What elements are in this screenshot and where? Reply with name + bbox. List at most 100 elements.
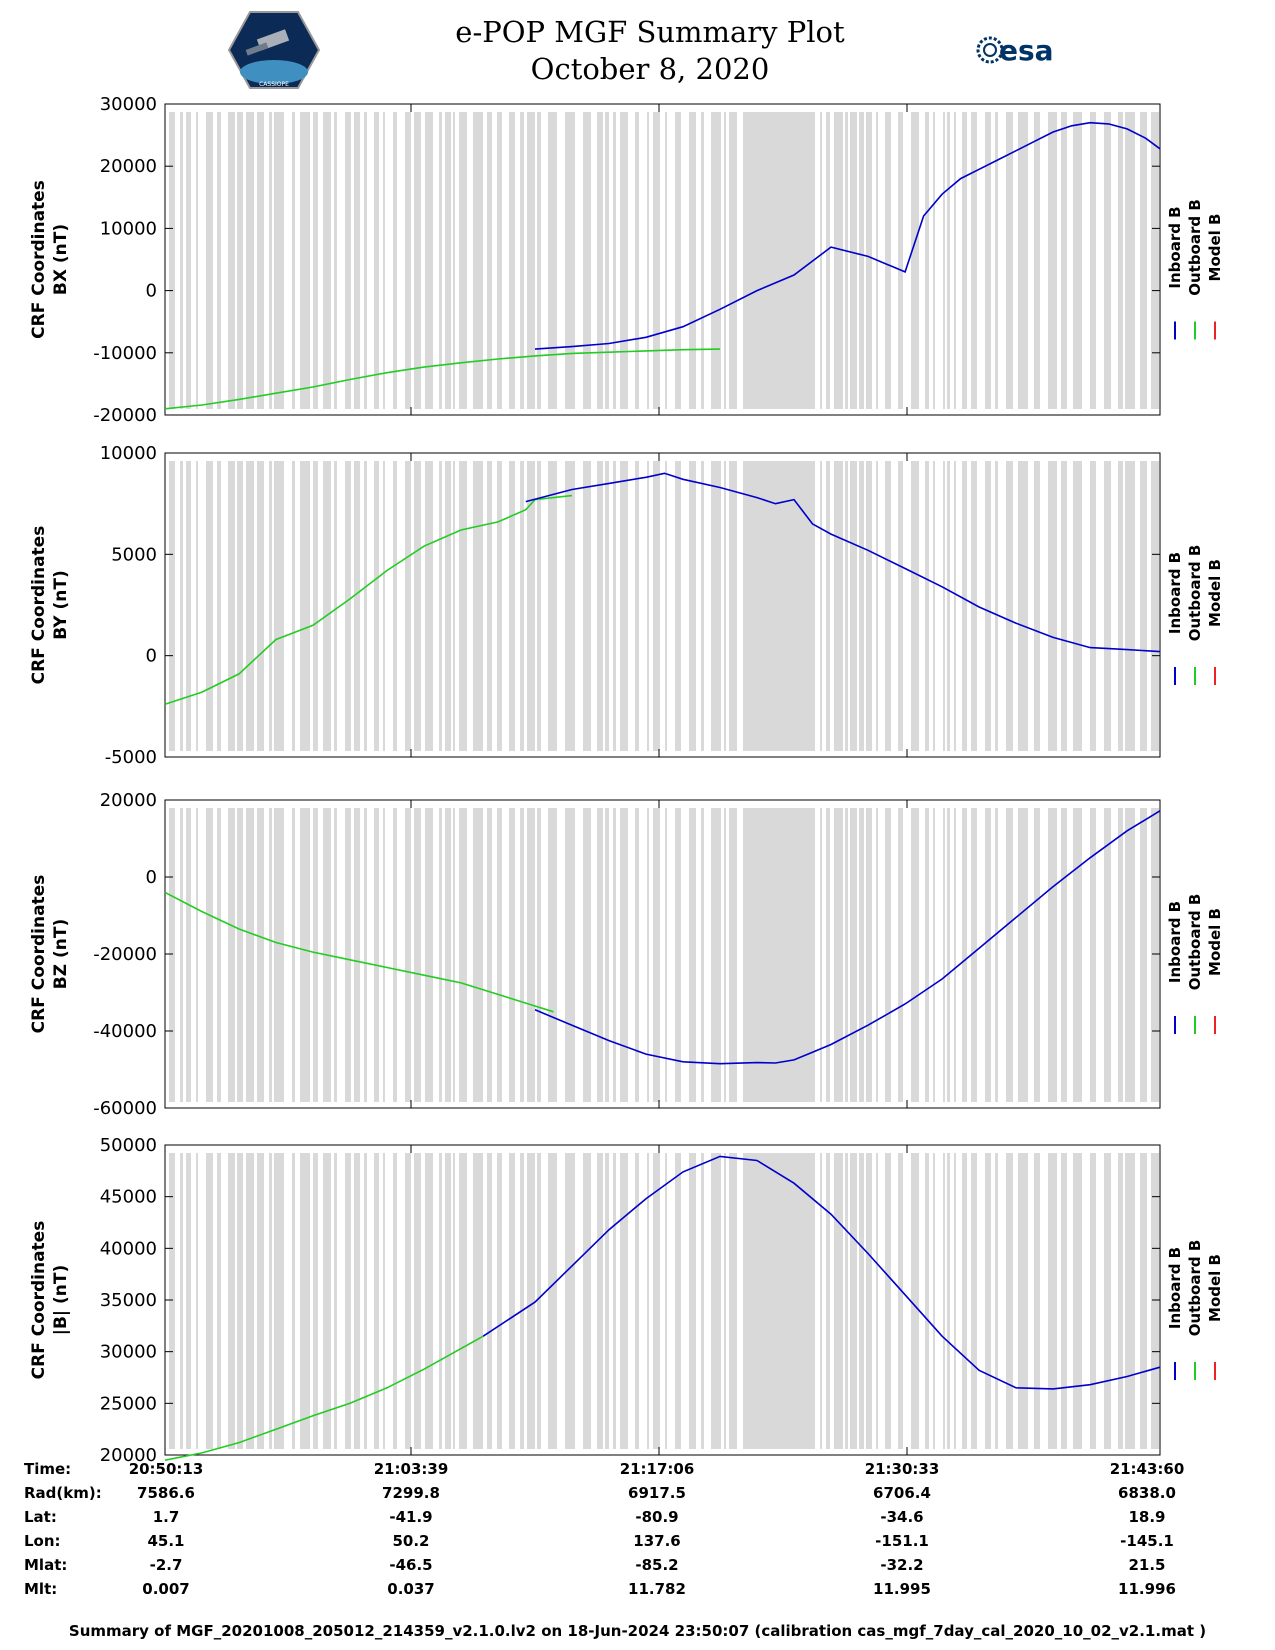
gap-stripe-bmag-65 xyxy=(911,1153,919,1449)
gap-stripe-bmag-31 xyxy=(487,1153,492,1449)
gap-stripe-by-85 xyxy=(1140,461,1147,751)
gap-stripe-bz-8 xyxy=(246,808,254,1102)
gap-stripe-bmag-44 xyxy=(635,1153,639,1449)
gap-stripe-bx-73 xyxy=(985,112,991,409)
gap-stripe-by-36 xyxy=(537,461,541,751)
gap-stripe-bx-46 xyxy=(653,112,660,409)
ytick-label-bz-4: 20000 xyxy=(100,790,157,811)
gap-stripe-bmag-76 xyxy=(1018,1153,1028,1449)
gap-stripe-bx-36 xyxy=(537,112,541,409)
gap-stripe-by-45 xyxy=(647,461,649,751)
gap-stripe-bz-51 xyxy=(711,808,721,1102)
gap-stripe-bx-5 xyxy=(217,112,221,409)
gap-stripe-bx-3 xyxy=(196,112,198,409)
legend-label-bx-1: Outboard B xyxy=(1186,199,1204,296)
gap-stripe-bx-44 xyxy=(635,112,639,409)
gap-stripe-by-48 xyxy=(675,461,681,751)
gap-stripe-bz-0 xyxy=(169,808,175,1102)
ylabel-line-by-0: CRF Coordinates xyxy=(29,526,49,685)
gap-stripe-bmag-23 xyxy=(405,1153,411,1449)
gap-stripe-bz-85 xyxy=(1140,808,1147,1102)
gap-stripe-bx-68 xyxy=(943,112,945,409)
gap-stripe-bmag-61 xyxy=(866,1153,872,1449)
gap-stripe-bz-65 xyxy=(911,808,919,1102)
gap-stripe-bmag-0 xyxy=(169,1153,175,1449)
legend-label-bz-2: Model B xyxy=(1206,908,1224,976)
ylabel-by: CRF Coordinates BY (nT) xyxy=(29,526,71,685)
gap-stripe-bz-48 xyxy=(675,808,681,1102)
gap-stripe-bmag-73 xyxy=(985,1153,991,1449)
gap-stripe-bx-70 xyxy=(954,112,956,409)
gap-stripe-by-23 xyxy=(405,461,411,751)
gap-stripe-by-31 xyxy=(487,461,492,751)
gap-stripe-bz-33 xyxy=(509,808,515,1102)
gap-stripe-bmag-53 xyxy=(729,1153,737,1449)
ytick-label-bz-1: -40000 xyxy=(93,1021,157,1042)
gap-stripe-bx-13 xyxy=(300,112,310,409)
gap-stripe-by-38 xyxy=(565,461,575,751)
gap-stripe-bz-18 xyxy=(354,808,360,1102)
gap-stripe-bz-73 xyxy=(985,808,991,1102)
gap-stripe-bmag-28 xyxy=(453,1153,455,1449)
gap-stripe-bmag-50 xyxy=(701,1153,704,1449)
gap-stripe-bx-10 xyxy=(269,112,272,409)
gap-stripe-bmag-87 xyxy=(745,1153,815,1449)
gap-stripe-bx-32 xyxy=(497,112,502,409)
gap-stripe-by-10 xyxy=(269,461,272,751)
gap-stripe-bx-31 xyxy=(487,112,492,409)
series-outboard-bz xyxy=(164,891,554,1013)
gap-stripe-bmag-7 xyxy=(237,1153,243,1449)
plot-frame-by xyxy=(164,452,1161,758)
gap-stripe-bmag-14 xyxy=(313,1153,318,1449)
gap-stripe-by-27 xyxy=(445,461,451,751)
gap-stripe-bz-50 xyxy=(701,808,704,1102)
gap-stripe-by-71 xyxy=(962,461,967,751)
gap-stripe-by-0 xyxy=(169,461,175,751)
gap-stripe-bx-1 xyxy=(180,112,183,409)
gap-stripe-bx-52 xyxy=(724,112,726,409)
gap-stripe-bx-24 xyxy=(414,112,421,409)
gap-stripe-bx-2 xyxy=(186,112,191,409)
gap-stripe-bx-18 xyxy=(354,112,360,409)
gap-stripe-bz-2 xyxy=(186,808,191,1102)
gap-stripe-bmag-67 xyxy=(933,1153,935,1449)
gap-stripe-bz-45 xyxy=(647,808,649,1102)
series-inboard-by xyxy=(525,472,1161,653)
gap-stripe-bz-39 xyxy=(583,808,591,1102)
ytick-label-bx-1: -10000 xyxy=(93,343,157,364)
gap-stripe-bmag-47 xyxy=(665,1153,667,1449)
ylabel-line-bz-0: CRF Coordinates xyxy=(29,875,49,1034)
ytick-label-bz-2: -20000 xyxy=(93,944,157,965)
gap-stripe-bx-33 xyxy=(509,112,515,409)
gap-stripe-bz-41 xyxy=(605,808,609,1102)
gap-stripe-bmag-34 xyxy=(520,1153,524,1449)
gap-stripe-bx-80 xyxy=(1073,112,1082,409)
gap-stripe-bz-3 xyxy=(196,808,198,1102)
gap-stripe-by-78 xyxy=(1048,461,1057,751)
gap-stripe-by-42 xyxy=(613,461,616,751)
gap-stripe-bx-65 xyxy=(911,112,919,409)
ylabel-bx: CRF Coordinates BX (nT) xyxy=(29,180,71,339)
gap-stripe-bmag-39 xyxy=(583,1153,591,1449)
gap-stripe-by-51 xyxy=(711,461,721,751)
gap-stripe-by-58 xyxy=(845,461,848,751)
gap-stripe-by-25 xyxy=(425,461,433,751)
gap-stripe-bz-34 xyxy=(520,808,524,1102)
gap-stripe-bx-61 xyxy=(866,112,872,409)
gap-stripe-bx-14 xyxy=(313,112,318,409)
gap-stripe-bmag-41 xyxy=(605,1153,609,1449)
cassiope-logo-icon: CASSIOPE xyxy=(228,11,320,89)
gap-stripe-bz-44 xyxy=(635,808,639,1102)
series-inboard-bz xyxy=(534,810,1161,1065)
gap-stripe-by-52 xyxy=(724,461,726,751)
gap-stripe-bx-20 xyxy=(374,112,379,409)
gap-stripe-bmag-43 xyxy=(620,1153,628,1449)
gap-stripe-by-7 xyxy=(237,461,243,751)
gap-stripe-by-86 xyxy=(1151,461,1159,751)
gap-stripe-bmag-35 xyxy=(527,1153,535,1449)
gap-stripe-by-13 xyxy=(300,461,310,751)
panel-by: -5000 0 5000 10000 CRF Coordinates BY (nT) Inb… xyxy=(29,443,1224,768)
gap-stripe-bz-1 xyxy=(180,808,183,1102)
gap-stripe-by-59 xyxy=(850,461,857,751)
